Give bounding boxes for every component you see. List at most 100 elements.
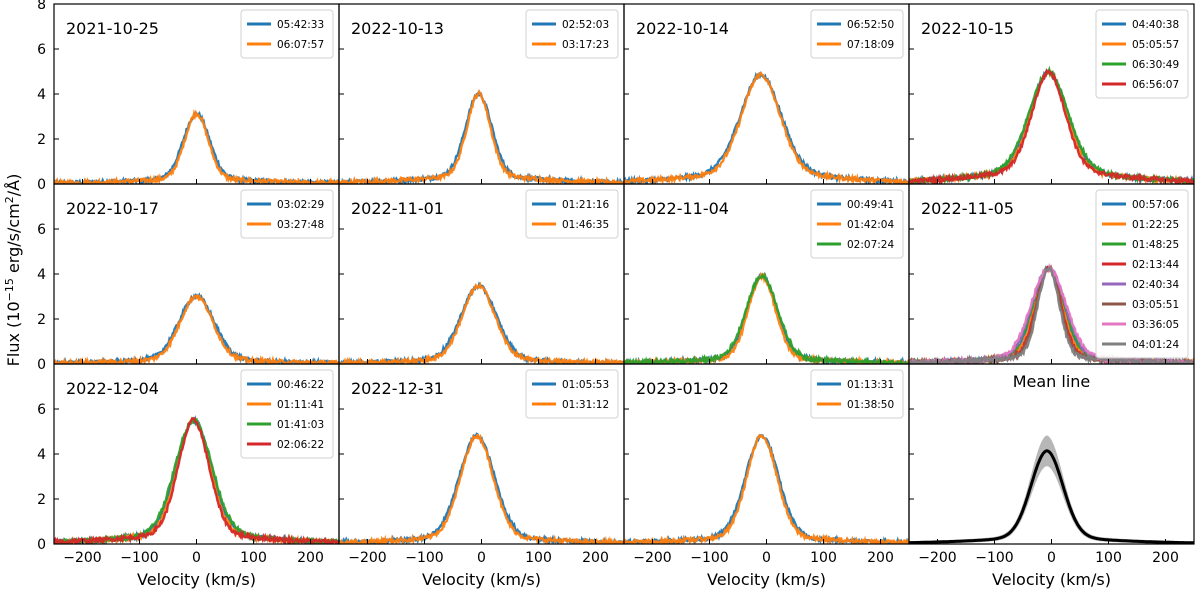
panel-title: 2022-11-01 — [351, 199, 444, 218]
plot-area — [339, 281, 624, 364]
x-tick-label: 0 — [192, 550, 201, 566]
panel-2022-10-17: 0 2 4 6 2022-10-17 03:02:29 03:27:48 — [37, 183, 340, 373]
legend-entry: 04:01:24 — [1132, 339, 1179, 351]
spectrum-line-014204 — [624, 271, 909, 364]
panels-layer: 0 2 4 6 8 2021-10-25 05:42:33 06:07:57 2022-10-1… — [37, 0, 1195, 589]
plot-area — [54, 292, 339, 364]
x-tick-label: 100 — [240, 550, 267, 566]
spectrum-line-011331 — [624, 434, 909, 544]
legend-entry: 01:11:41 — [277, 399, 324, 411]
legend-entry: 02:13:44 — [1132, 259, 1179, 271]
legend-entry: 00:46:22 — [277, 379, 324, 391]
legend-box — [525, 189, 619, 239]
y-tick-label: 4 — [37, 447, 46, 463]
x-tick-label: −200 — [633, 550, 671, 566]
legend-box — [810, 9, 904, 59]
panel-2022-11-01: 2022-11-01 01:21:16 01:46:35 — [338, 183, 625, 365]
x-tick-label: −100 — [690, 550, 728, 566]
panel-title: 2023-01-02 — [636, 379, 729, 398]
panel-title: 2022-10-17 — [66, 199, 159, 218]
legend: 02:52:03 03:17:23 — [525, 9, 619, 59]
panel-title: 2022-10-13 — [351, 19, 444, 38]
panel-2022-12-04: −200 −100 0 100 200 Velocity (km/s) 0 2 4 6 2022-1… — [37, 363, 340, 589]
legend: 05:42:33 06:07:57 — [240, 9, 334, 59]
legend-box — [1095, 9, 1189, 99]
y-tick-label: 2 — [37, 132, 46, 148]
legend-entry: 03:27:48 — [277, 219, 324, 231]
legend: 01:05:53 01:31:12 — [525, 369, 619, 419]
plot-area — [624, 71, 909, 184]
plot-area — [339, 88, 624, 184]
legend-box — [240, 9, 334, 59]
x-tick-label: −200 — [918, 550, 956, 566]
panel-title: 2022-11-04 — [636, 199, 729, 218]
spectrum-line-004941 — [624, 271, 909, 364]
legend-box — [240, 369, 334, 459]
y-tick-label: 4 — [37, 267, 46, 283]
y-tick-label: 6 — [37, 42, 46, 58]
legend-entry: 06:52:50 — [847, 19, 894, 31]
panel-title: 2022-12-04 — [66, 379, 159, 398]
plot-area — [54, 414, 339, 544]
x-axis-label: Velocity (km/s) — [422, 570, 541, 589]
panel-title: 2022-12-31 — [351, 379, 444, 398]
legend-box — [525, 9, 619, 59]
y-axis-label: Flux (10−15 erg/s/cm2/Å) — [3, 174, 23, 367]
legend-entry: 07:18:09 — [847, 39, 894, 51]
x-tick-label: 100 — [810, 550, 837, 566]
x-axis-label: Velocity (km/s) — [992, 570, 1111, 589]
legend: 06:52:50 07:18:09 — [810, 9, 904, 59]
legend: 00:57:06 01:22:25 01:48:25 02:13:44 02:40:34… — [1095, 189, 1189, 359]
legend-entry: 05:42:33 — [277, 19, 324, 31]
panel-title: 2022-10-15 — [921, 19, 1014, 38]
legend-box — [1095, 189, 1189, 359]
x-tick-label: 100 — [1095, 550, 1122, 566]
mean-line — [909, 449, 1194, 544]
y-tick-label: 0 — [37, 357, 46, 373]
legend-entry: 01:42:04 — [847, 219, 894, 231]
legend-entry: 01:31:12 — [562, 399, 609, 411]
panel-mean-line: −200 −100 0 100 200 Velocity (km/s) Mean line — [908, 363, 1195, 589]
legend-box — [810, 189, 904, 259]
spectrum-line-013112 — [339, 433, 624, 544]
legend: 00:46:22 01:11:41 01:41:03 02:06:22 — [240, 369, 334, 459]
legend-box — [525, 369, 619, 419]
legend: 00:49:41 01:42:04 02:07:24 — [810, 189, 904, 259]
legend-entry: 01:05:53 — [562, 379, 609, 391]
spectrum-line-010553 — [339, 432, 624, 544]
x-tick-label: 200 — [867, 550, 894, 566]
mean-spread-band — [909, 435, 1194, 544]
legend-entry: 03:17:23 — [562, 39, 609, 51]
legend-entry: 01:13:31 — [847, 379, 894, 391]
x-tick-label: −100 — [405, 550, 443, 566]
x-tick-label: −200 — [348, 550, 386, 566]
spectrum-line-071809 — [624, 71, 909, 184]
spectrum-line-060757 — [54, 108, 339, 184]
spectrum-line-020622 — [54, 417, 339, 544]
legend-entry: 00:49:41 — [847, 199, 894, 211]
plot-area — [339, 432, 624, 544]
legend: 01:21:16 01:46:35 — [525, 189, 619, 239]
y-tick-label: 0 — [37, 177, 46, 193]
legend-entry: 06:56:07 — [1132, 79, 1179, 91]
spectrum-line-020724 — [624, 272, 909, 364]
panel-title: 2021-10-25 — [66, 19, 159, 38]
panel-2021-10-25: 0 2 4 6 8 2021-10-25 05:42:33 06:07:57 — [37, 0, 340, 193]
panel-title: 2022-11-05 — [921, 199, 1014, 218]
legend-entry: 01:38:50 — [847, 399, 894, 411]
x-tick-label: 100 — [525, 550, 552, 566]
x-tick-label: 0 — [477, 550, 486, 566]
panel-2022-11-04: 2022-11-04 00:49:41 01:42:04 02:07:24 — [623, 183, 910, 365]
legend-entry: 03:02:29 — [277, 199, 324, 211]
x-tick-label: 0 — [1047, 550, 1056, 566]
x-axis-label: Velocity (km/s) — [707, 570, 826, 589]
y-tick-label: 6 — [37, 222, 46, 238]
legend-entry: 02:07:24 — [847, 239, 894, 251]
legend-entry: 01:21:16 — [562, 199, 609, 211]
spectrum-line-030229 — [54, 292, 339, 364]
legend-entry: 01:48:25 — [1132, 239, 1179, 251]
legend-entry: 01:22:25 — [1132, 219, 1179, 231]
x-tick-label: −200 — [63, 550, 101, 566]
legend: 04:40:38 05:05:57 06:30:49 06:56:07 — [1095, 9, 1189, 99]
legend-entry: 06:30:49 — [1132, 59, 1179, 71]
